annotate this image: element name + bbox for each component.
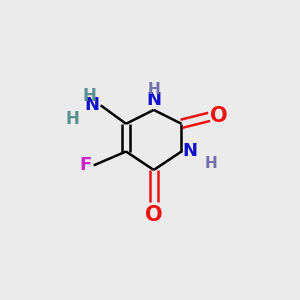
Text: O: O — [145, 205, 163, 225]
Text: N: N — [85, 96, 100, 114]
Text: H: H — [82, 87, 96, 105]
Text: H: H — [66, 110, 80, 128]
Text: H: H — [147, 82, 160, 97]
Text: H: H — [205, 155, 217, 170]
Text: O: O — [210, 106, 228, 126]
Text: N: N — [146, 91, 161, 109]
Text: N: N — [183, 142, 198, 160]
Text: F: F — [79, 156, 92, 174]
